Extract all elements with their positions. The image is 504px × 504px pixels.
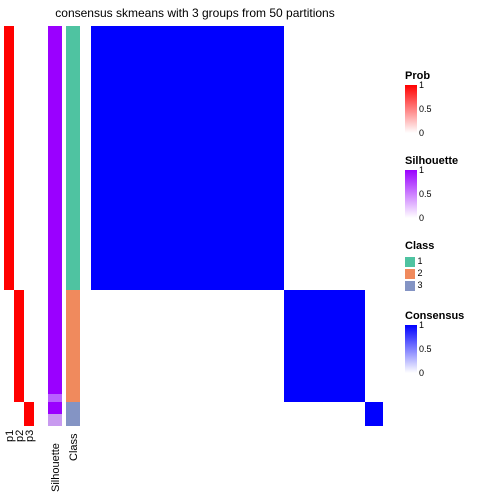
legend-consensus: Consensus10.50 [405, 310, 464, 373]
legend-class: Class 1 2 3 [405, 240, 434, 291]
consensus-heatmap [91, 26, 383, 426]
anno-p2 [14, 26, 24, 426]
label-p3: p3 [24, 430, 36, 442]
page-title: consensus skmeans with 3 groups from 50 … [0, 6, 390, 20]
label-class: Class [68, 433, 80, 461]
legend-prob: Prob10.50 [405, 70, 430, 133]
anno-silhouette [48, 26, 62, 426]
label-silhouette: Silhouette [50, 443, 62, 492]
anno-p1 [4, 26, 14, 426]
anno-class [66, 26, 80, 426]
anno-p3 [24, 26, 34, 426]
legend-silhouette: Silhouette10.50 [405, 155, 458, 218]
